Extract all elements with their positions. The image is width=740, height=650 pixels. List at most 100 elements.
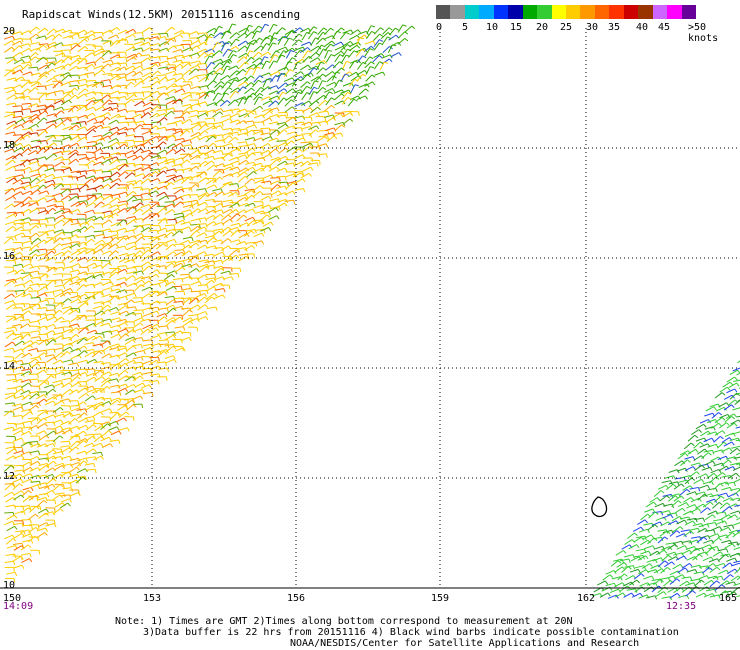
wind-barb-tick [298, 33, 303, 37]
wind-barb-tick [107, 184, 112, 188]
wind-barb-tick [20, 124, 25, 129]
wind-barb [38, 464, 47, 472]
wind-barb-tick [205, 194, 209, 198]
wind-barb [11, 69, 21, 75]
wind-barb [86, 335, 95, 342]
wind-barb [301, 132, 311, 135]
wind-barb-tick [36, 161, 40, 166]
wind-barb-tick [117, 74, 122, 79]
wind-barb [100, 175, 110, 179]
wind-barb-tick [165, 195, 170, 200]
wind-barb [331, 72, 337, 81]
wind-barb-tick [115, 250, 120, 254]
color-swatch [652, 5, 668, 19]
wind-barb-tick [35, 505, 40, 510]
wind-barb [12, 115, 22, 119]
wind-barb-tick [306, 31, 311, 35]
wind-barb [198, 266, 207, 273]
wind-barb-tick [117, 362, 122, 367]
wind-barb [269, 129, 278, 136]
wind-barb [340, 44, 348, 51]
wind-barb [70, 222, 80, 226]
wind-barb [220, 270, 230, 275]
wind-barb-tick [109, 417, 112, 422]
wind-barb [100, 183, 109, 190]
wind-barb [260, 142, 269, 149]
wind-barb [100, 243, 109, 251]
wind-barb [149, 48, 160, 51]
wind-barb-tick [100, 435, 105, 440]
wind-barb-tick [179, 63, 184, 68]
wind-barb [29, 505, 37, 513]
wind-barb-tick [315, 129, 320, 133]
wind-barb-tick [69, 184, 72, 189]
wind-barb-tick [66, 351, 71, 355]
wind-barb [182, 317, 191, 323]
wind-barb-tick [91, 64, 95, 68]
wind-barb-tick [84, 412, 88, 416]
wind-barb [229, 113, 239, 118]
wind-barb [261, 117, 270, 123]
wind-barb-tick [100, 452, 103, 457]
wind-barb [12, 45, 20, 53]
wind-barb [229, 90, 236, 99]
wind-barb [171, 163, 181, 167]
wind-barb [76, 440, 85, 447]
wind-barb-tick [14, 236, 17, 241]
wind-barb [44, 414, 54, 419]
wind-barb [110, 66, 119, 72]
wind-barb [91, 291, 101, 297]
wind-barb-tick [172, 148, 177, 153]
wind-barb [148, 162, 157, 167]
wind-barb-tick [231, 276, 234, 281]
wind-barb-tick [333, 135, 338, 140]
wind-barb-tick [99, 176, 104, 180]
wind-barb [28, 56, 36, 63]
wind-barb [37, 140, 47, 143]
wind-barb-tick [180, 188, 185, 193]
wind-barb-tick [124, 369, 129, 374]
wind-barb-tick [326, 135, 330, 140]
wind-barb [86, 145, 96, 148]
wind-barb [203, 253, 213, 257]
wind-barb-tick [189, 258, 193, 263]
wind-barb [12, 276, 22, 282]
wind-barb-tick [53, 519, 56, 525]
wind-barb [100, 300, 110, 305]
wind-barb [166, 88, 175, 95]
wind-barb [68, 152, 77, 159]
wind-barb [101, 377, 110, 384]
wind-barb [117, 200, 127, 203]
wind-barb-tick [53, 298, 56, 303]
wind-barb [6, 94, 15, 100]
wind-barb [205, 277, 215, 281]
wind-barb [125, 252, 135, 257]
wind-barb [333, 50, 342, 57]
wind-barb-tick [125, 333, 130, 337]
wind-barb [84, 33, 94, 40]
wind-barb [728, 382, 737, 388]
wind-barb [37, 209, 47, 214]
wind-barb-tick [204, 293, 208, 298]
wind-barb [149, 373, 159, 376]
wind-barb [12, 191, 22, 197]
wind-barb [85, 91, 95, 95]
wind-barb-tick [205, 112, 209, 117]
wind-barb-tick [278, 190, 282, 195]
wind-barb [86, 83, 96, 87]
wind-barb-tick [78, 354, 82, 359]
wind-barb [310, 76, 319, 82]
wind-barb [166, 56, 176, 60]
wind-barb [35, 394, 45, 400]
wind-barb-tick [323, 94, 327, 99]
wind-barb-tick [43, 352, 48, 356]
wind-barb-tick [180, 49, 184, 54]
wind-barb-tick [214, 28, 218, 32]
wind-barb-tick [118, 385, 121, 390]
wind-barb [126, 110, 136, 112]
wind-barb [30, 145, 40, 149]
wind-barb [126, 245, 136, 251]
wind-barb [126, 94, 135, 101]
wind-barb-tick [157, 365, 161, 370]
wind-barb [133, 98, 143, 101]
